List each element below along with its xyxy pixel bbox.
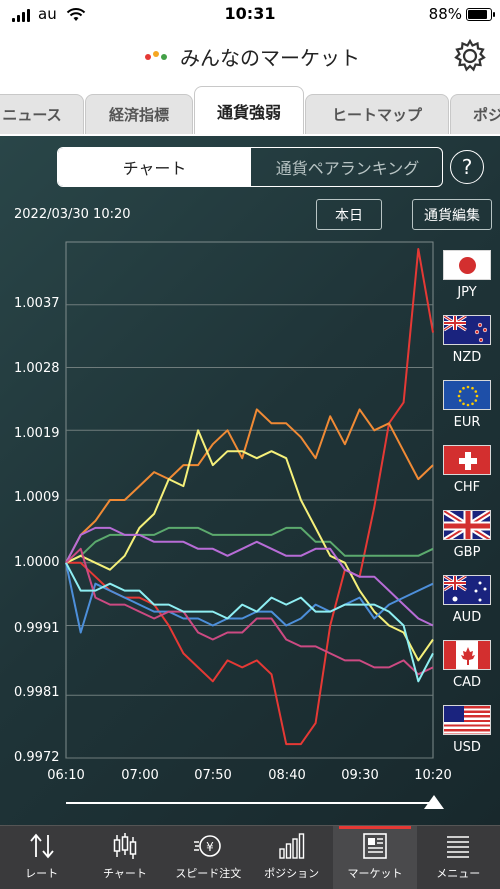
nav-market[interactable]: マーケット	[333, 826, 417, 889]
legend-code: JPY	[457, 285, 477, 300]
chart-datetime: 2022/03/30 10:20	[14, 207, 131, 222]
legend-code: CAD	[453, 675, 481, 690]
series-line-usd	[65, 562, 434, 683]
edit-currencies-button[interactable]: 通貨編集	[412, 199, 492, 230]
legend-code: EUR	[453, 415, 481, 430]
y-tick-label: 1.0037	[14, 296, 60, 311]
legend-item-usd[interactable]: USD	[441, 705, 493, 755]
y-tick-label: 1.0028	[14, 361, 60, 376]
nav-speed-order[interactable]: ¥ スピード注文	[167, 826, 250, 889]
ch-flag-icon	[443, 445, 491, 475]
legend-code: NZD	[452, 350, 482, 365]
legend-code: GBP	[453, 545, 481, 560]
app-logo-icon	[145, 51, 167, 60]
legend-code: USD	[453, 740, 481, 755]
nav-menu[interactable]: メニュー	[417, 826, 500, 889]
x-tick-label: 07:00	[121, 768, 159, 783]
nav-label: ポジション	[264, 867, 320, 880]
segment-chart[interactable]: チャート	[58, 148, 251, 186]
y-tick-label: 1.0019	[14, 426, 60, 441]
svg-text:¥: ¥	[206, 840, 214, 854]
legend-item-eur[interactable]: EUR	[441, 380, 493, 430]
y-tick-label: 0.9991	[14, 621, 60, 636]
chart-frame	[65, 241, 434, 759]
tab-heatmap[interactable]: ヒートマップ	[305, 94, 449, 134]
gb-flag-icon	[443, 510, 491, 540]
battery-percent: 88%	[428, 5, 462, 23]
help-button[interactable]: ?	[450, 150, 484, 184]
nav-position[interactable]: ポジション	[250, 826, 333, 889]
signal-icon	[12, 8, 30, 22]
today-button[interactable]: 本日	[316, 199, 382, 230]
bottom-navigation: レート チャート ¥ スピード注文 ポジション	[0, 825, 500, 889]
wifi-icon	[66, 8, 86, 21]
y-tick-label: 0.9981	[14, 685, 60, 700]
segment-pair-ranking[interactable]: 通貨ペアランキング	[275, 159, 420, 178]
au-flag-icon	[443, 575, 491, 605]
nav-label: チャート	[103, 867, 147, 880]
carrier-label: au	[38, 5, 57, 23]
series-line-gbp	[65, 526, 434, 627]
legend-item-aud[interactable]: AUD	[441, 575, 493, 625]
legend-item-nzd[interactable]: NZD	[441, 315, 493, 365]
nav-label: メニュー	[436, 867, 481, 880]
bar-position-icon	[278, 833, 304, 859]
view-segment-control: チャート 通貨ペアランキング	[57, 147, 443, 187]
y-tick-label: 0.9972	[14, 750, 60, 765]
nav-label: レート	[25, 867, 59, 880]
app-header: みんなのマーケット	[0, 30, 500, 82]
app-title: みんなのマーケット	[180, 46, 360, 70]
series-line-aud	[65, 562, 434, 634]
legend-code: CHF	[453, 480, 481, 495]
nav-rate[interactable]: レート	[0, 826, 83, 889]
time-range-slider-track[interactable]	[66, 802, 434, 804]
x-tick-label: 10:20	[414, 768, 452, 783]
clock: 10:31	[224, 4, 276, 23]
y-tick-label: 1.0000	[14, 555, 60, 570]
speed-order-icon: ¥	[194, 835, 222, 857]
x-tick-label: 07:50	[194, 768, 232, 783]
time-range-slider-thumb[interactable]	[424, 795, 444, 809]
ca-flag-icon	[443, 640, 491, 670]
nz-flag-icon	[443, 315, 491, 345]
menu-icon	[447, 836, 470, 858]
tab-economic-indicators[interactable]: 経済指標	[85, 94, 193, 134]
x-tick-label: 08:40	[268, 768, 306, 783]
status-bar: au 10:31 88%	[0, 0, 500, 30]
tab-news[interactable]: ニュース	[0, 94, 84, 134]
legend-item-jpy[interactable]: JPY	[441, 250, 493, 300]
battery-icon	[466, 8, 495, 21]
tab-currency-strength[interactable]: 通貨強弱	[194, 86, 304, 134]
eu-flag-icon	[443, 380, 491, 410]
legend-item-cad[interactable]: CAD	[441, 640, 493, 690]
tab-position[interactable]: ポジ	[450, 94, 500, 134]
series-line-eur	[65, 526, 434, 564]
legend-item-chf[interactable]: CHF	[441, 445, 493, 495]
sort-arrows-icon	[29, 833, 54, 859]
nav-label: スピード注文	[175, 867, 242, 880]
market-tabs: ニュース 経済指標 通貨強弱 ヒートマップ ポジ	[0, 86, 500, 134]
series-line-chf	[65, 429, 434, 662]
legend-code: AUD	[452, 610, 482, 625]
series-line-nzd	[65, 408, 434, 564]
x-tick-label: 09:30	[341, 768, 379, 783]
series-line-jpy	[66, 248, 434, 746]
x-tick-label: 06:10	[47, 768, 85, 783]
series-line-cad	[65, 547, 434, 676]
jp-flag-icon	[443, 250, 491, 280]
y-tick-label: 1.0009	[14, 490, 60, 505]
nav-label: マーケット	[347, 867, 403, 880]
newspaper-icon	[363, 833, 387, 859]
gear-icon[interactable]	[452, 38, 488, 74]
nav-chart[interactable]: チャート	[83, 826, 166, 889]
legend-item-gbp[interactable]: GBP	[441, 510, 493, 560]
candlestick-icon	[113, 833, 137, 859]
us-flag-icon	[443, 705, 491, 735]
